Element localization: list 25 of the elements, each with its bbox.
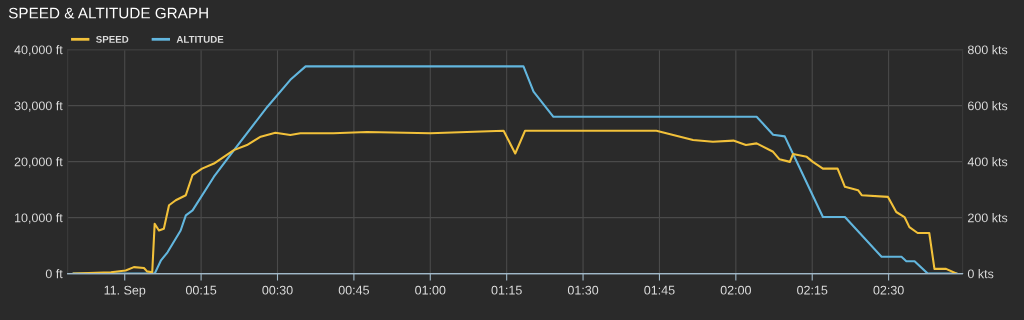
x-tick-label: 11. Sep [104,285,146,298]
y2-tick-label: 0 kts [967,269,994,279]
y-tick-label: 30,000 ft [14,101,63,112]
y-tick-label: 40,000 ft [14,45,63,56]
chart-title: SPEED & ALTITUDE GRAPH [8,7,208,19]
x-tick-label: 01:15 [491,285,522,295]
y2-tick-label: 400 kts [967,157,1008,167]
y-tick-label: 20,000 ft [14,157,63,168]
x-tick-label: 02:15 [797,285,828,295]
x-tick-label: 01:45 [644,285,675,295]
y2-tick-label: 600 kts [968,101,1008,111]
x-tick-label: 01:30 [567,285,599,295]
x-tick-label: 00:45 [338,285,370,295]
x-tick-label: 02:00 [720,285,751,295]
x-tick-label: 00:15 [185,285,217,295]
x-tick-label: 01:00 [415,285,446,295]
x-tick-label: 00:30 [262,285,293,295]
y-tick-label: 10,000 ft [15,213,63,224]
y-tick-label: 0 ft [45,269,63,279]
legend-label: SPEED [96,35,129,43]
y2-tick-label: 200 kts [968,213,1008,223]
line-series [72,129,958,274]
y2-tick-label: 800 kts [967,45,1008,55]
x-tick-label: 02:30 [873,285,904,295]
legend-label: ALTITUDE [176,36,224,43]
